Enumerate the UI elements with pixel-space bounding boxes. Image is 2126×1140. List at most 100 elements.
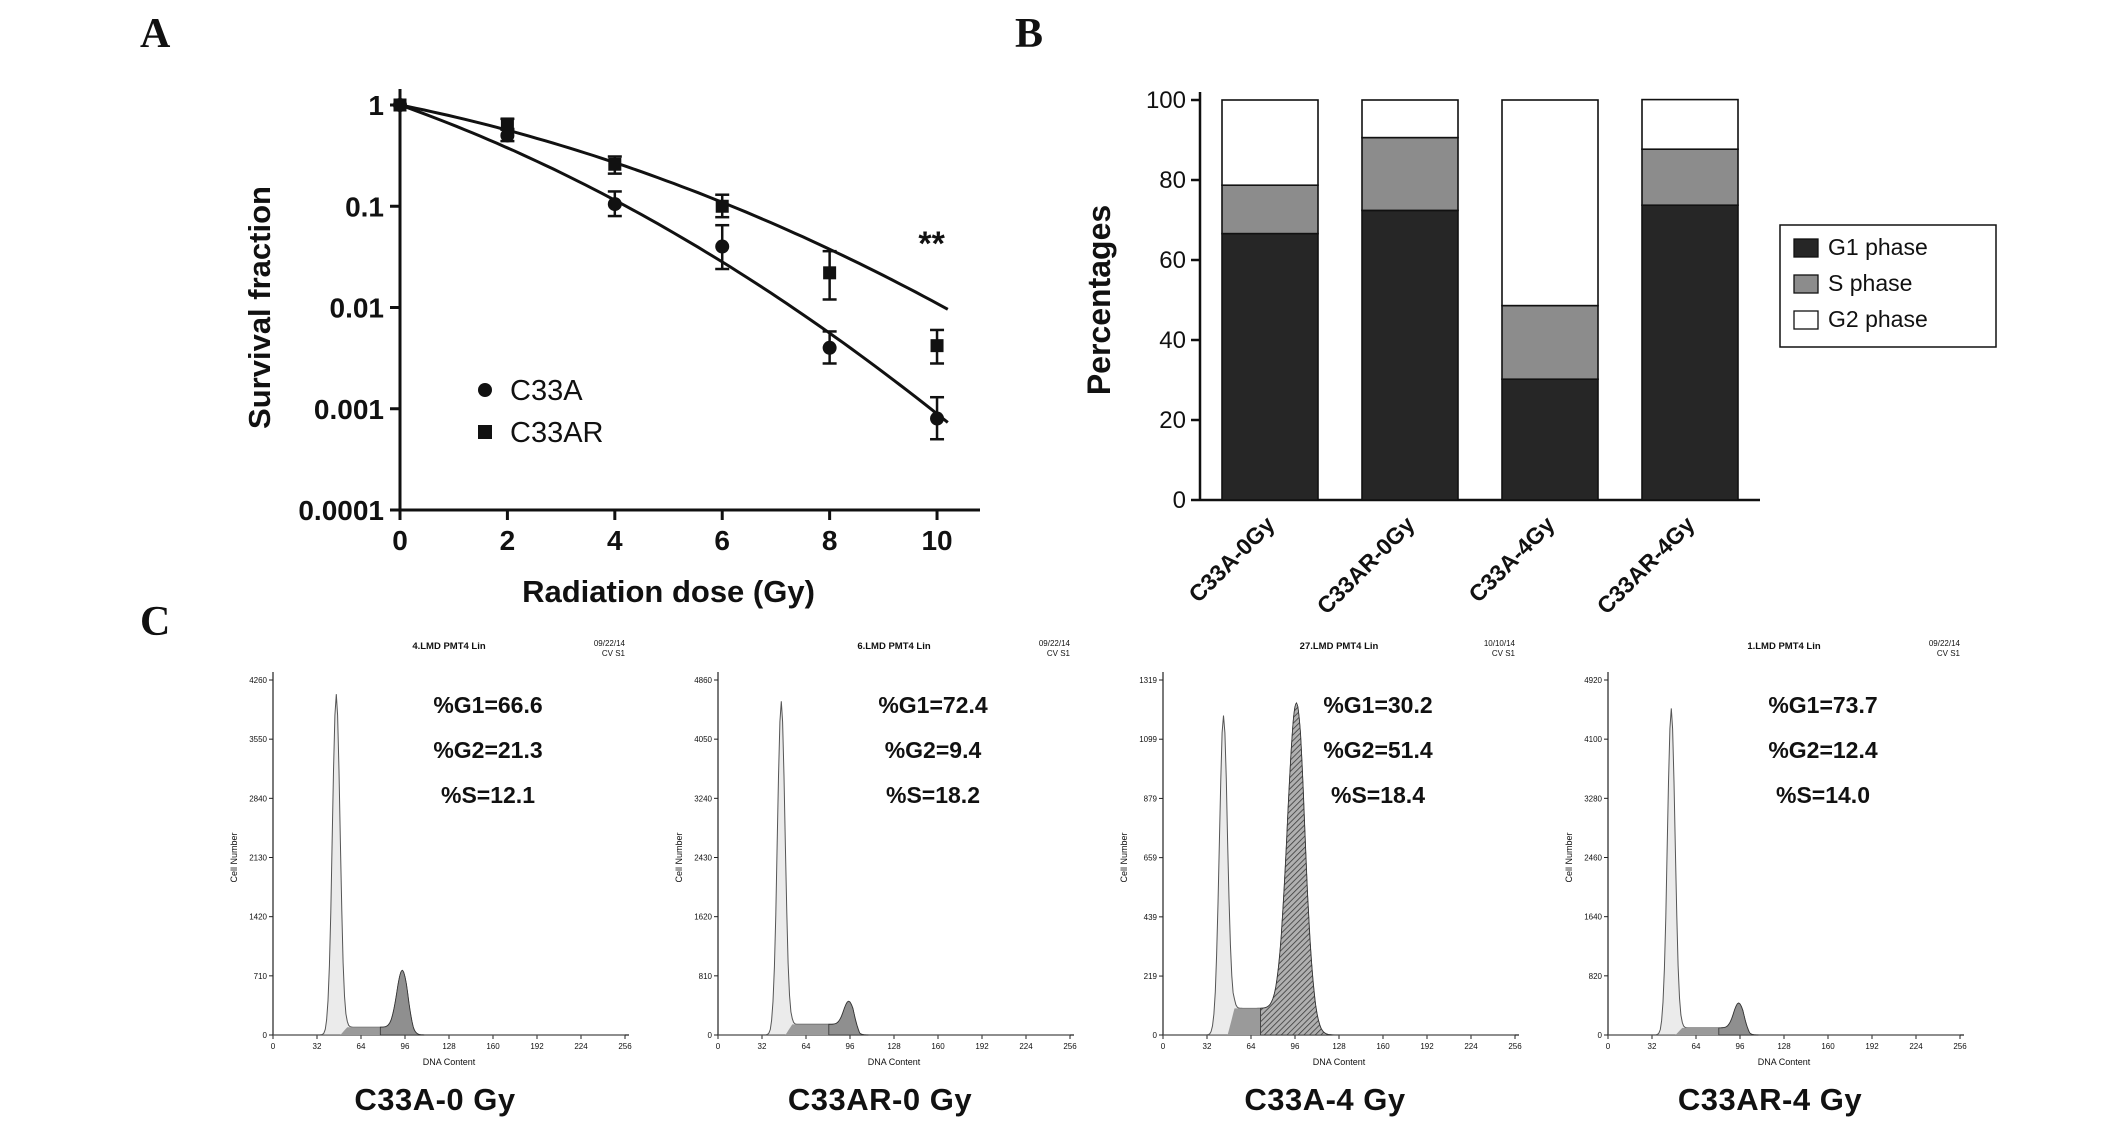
flow-caption: C33AR-0 Gy [787,1082,973,1117]
legend-swatch [1793,238,1819,258]
phase-stats: %G1=72.4 %G2=9.4 %S=18.2 [808,683,1058,818]
y-tick-label: 1099 [1139,735,1157,744]
panel-corner: CV S1 [1492,649,1516,658]
y-tick-label: 0.1 [345,191,384,222]
legend-label: C33AR [510,417,604,449]
x-tick-label: 32 [758,1042,767,1051]
x-tick-label: 64 [802,1042,811,1051]
y-tick-label: 20 [1159,407,1186,434]
y-tick-label: 3240 [694,794,712,803]
g2-peak [1260,702,1333,1036]
y-tick-label: 3550 [249,735,267,744]
x-axis-title: DNA Content [1758,1057,1811,1067]
stat-g2: %G2=9.4 [884,737,982,763]
x-tick-label: 96 [1291,1042,1300,1051]
panel-a-label: A [140,11,171,57]
x-tick-label: 224 [574,1042,588,1051]
bar-segment [1221,99,1319,186]
x-axis-title: DNA Content [868,1057,921,1067]
x-axis-title: DNA Content [1313,1057,1366,1067]
data-point-square [715,199,729,213]
x-tick-label: 96 [1736,1042,1745,1051]
data-point-square [930,339,944,353]
flow-caption: C33AR-4 Gy [1677,1082,1863,1117]
y-tick-label: 100 [1146,87,1186,114]
bar-segment [1361,136,1459,212]
stat-g2: %G2=51.4 [1323,737,1433,763]
x-tick-label: 224 [1019,1042,1033,1051]
data-point-circle [930,411,945,426]
plot-area: 0 32 64 96 128 160 192 224 256 0 820 1640 2460 3280 41… [1584,672,1967,1051]
panel-date: 09/22/14 [594,639,626,648]
y-tick-label: 820 [1589,972,1603,981]
total-curve [273,694,625,1036]
stat-g1: %G1=72.4 [878,692,988,718]
bar-segment [1361,99,1459,139]
x-tick-label: 256 [1953,1042,1967,1051]
x-tick-label: 64 [357,1042,366,1051]
y-axis-title: Cell Number [1564,832,1574,882]
y-tick-label: 1 [368,90,384,121]
x-tick-label: 256 [1063,1042,1077,1051]
x-axis-title: DNA Content [423,1057,476,1067]
y-tick-label: 2460 [1584,854,1602,863]
stat-s: %S=18.2 [886,782,980,808]
y-tick-label: 1640 [1584,913,1602,922]
category-label: C33A-4Gy [1463,511,1559,607]
y-tick-label: 0.0001 [298,495,384,526]
g2-peak [379,969,425,1036]
y-tick-label: 0 [1173,487,1186,514]
plot-area: 0 32 64 96 128 160 192 224 256 0 219 439 659 879 1099 1… [1139,672,1522,1051]
x-tick-label: 6 [714,525,730,556]
y-tick-label: 80 [1159,167,1186,194]
y-axis-title: Cell Number [1119,832,1129,882]
y-tick-label: 3280 [1584,794,1602,803]
x-tick-label: 0 [1606,1042,1611,1051]
flow-caption: C33A-0 Gy [354,1082,516,1117]
bar-segment [1221,232,1319,501]
legend-label: S phase [1828,270,1912,296]
x-tick-label: 96 [401,1042,410,1051]
stat-s: %S=18.4 [1331,782,1425,808]
survival-curve-chart: 0 2 4 6 8 10 1 0.1 0.01 0.001 0.0001 Radiation dose… [242,89,980,609]
y-tick-label: 2430 [694,854,712,863]
category-label: C33AR-0Gy [1312,511,1420,619]
y-axis-title: Percentages [1081,205,1117,395]
x-tick-label: 64 [1247,1042,1256,1051]
panel-date: 09/22/14 [1039,639,1071,648]
phase-stats: %G1=73.7 %G2=12.4 %S=14.0 [1698,683,1948,818]
panel-corner: CV S1 [602,649,626,658]
panel-corner: CV S1 [1047,649,1071,658]
bar-segment [1501,304,1599,381]
y-tick-label: 0 [708,1031,713,1040]
flow-panel-c33a-0gy: 0 32 64 96 128 160 192 224 256 0 710 1420 2130 2840 35… [225,635,645,1118]
x-tick-label: 10 [921,525,952,556]
x-tick-label: 32 [1203,1042,1212,1051]
bar-segment [1221,184,1319,235]
flow-histogram: 0 32 64 96 128 160 192 224 256 0 810 1620 2430 3240 40… [674,639,1077,1067]
flow-panel-c33ar-0gy: 0 32 64 96 128 160 192 224 256 0 810 1620 2430 3240 40… [670,635,1090,1118]
panel-b-label: B [1015,11,1044,57]
x-tick-label: 8 [822,525,838,556]
fit-curve-C33A [399,103,949,424]
x-tick-label: 224 [1909,1042,1923,1051]
legend: C33A C33AR [478,375,604,449]
y-tick-label: 4860 [694,676,712,685]
y-tick-label: 810 [699,972,713,981]
data-point-circle [715,239,730,254]
y-tick-label: 439 [1144,913,1158,922]
y-tick-label: 219 [1144,972,1158,981]
x-tick-label: 128 [1332,1042,1346,1051]
panel-header: 4.LMD PMT4 Lin [412,641,486,652]
total-curve [1608,708,1960,1036]
y-tick-label: 60 [1159,247,1186,274]
x-tick-label: 256 [1508,1042,1522,1051]
x-tick-label: 0 [716,1042,721,1051]
y-tick-label: 4100 [1584,735,1602,744]
flow-panel-c33a-4gy: 0 32 64 96 128 160 192 224 256 0 219 439 659 879 1099 1… [1115,635,1535,1118]
stat-s: %S=14.0 [1776,782,1870,808]
y-tick-label: 0.001 [314,394,384,425]
x-tick-label: 96 [846,1042,855,1051]
x-tick-label: 192 [1420,1042,1434,1051]
flow-histogram: 0 32 64 96 128 160 192 224 256 0 710 1420 2130 2840 35… [229,639,632,1067]
